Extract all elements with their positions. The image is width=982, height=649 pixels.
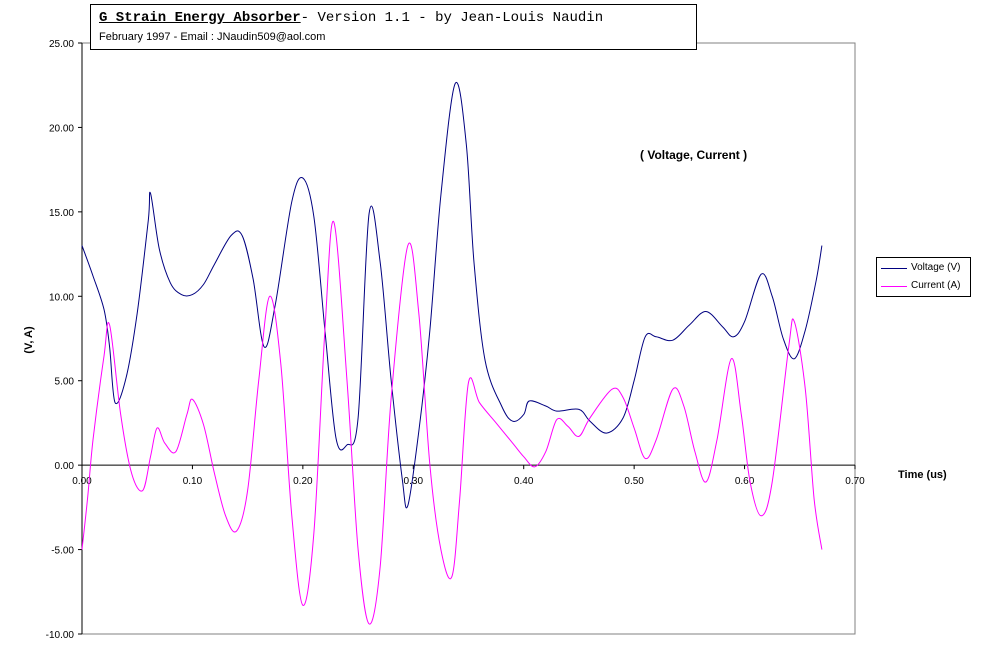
x-tick-label: 0.00 bbox=[72, 476, 92, 487]
x-tick-label: 0.20 bbox=[293, 476, 313, 487]
x-axis-label: Time (us) bbox=[898, 469, 947, 481]
legend-item-current: Current (A) bbox=[881, 280, 971, 294]
current-series-line bbox=[81, 220, 823, 625]
voltage-series-line bbox=[81, 81, 823, 509]
series-lines bbox=[81, 81, 823, 625]
plot-area-border bbox=[81, 42, 856, 635]
title-main: G Strain Energy Absorber bbox=[99, 10, 301, 26]
legend-label-voltage: Voltage (V) bbox=[911, 262, 961, 273]
y-tick-label: -10.00 bbox=[46, 630, 75, 641]
y-tick-label: 15.00 bbox=[49, 208, 74, 219]
legend-label-current: Current (A) bbox=[911, 280, 961, 291]
y-tick-label: -5.00 bbox=[51, 546, 74, 557]
y-tick-label: 25.00 bbox=[49, 39, 74, 50]
legend-item-voltage: Voltage (V) bbox=[881, 262, 971, 276]
chart-subtitle: February 1997 - Email : JNaudin509@aol.c… bbox=[99, 31, 326, 43]
chart-annotation: ( Voltage, Current ) bbox=[640, 148, 748, 162]
y-tick-label: 20.00 bbox=[49, 123, 74, 134]
x-tick-label: 0.70 bbox=[845, 476, 865, 487]
x-tick-label: 0.30 bbox=[404, 476, 424, 487]
x-tick-label: 0.10 bbox=[183, 476, 203, 487]
legend-swatch-current bbox=[881, 286, 907, 287]
y-tick-label: 5.00 bbox=[55, 377, 75, 388]
title-rest: - Version 1.1 - by Jean-Louis Naudin bbox=[300, 10, 604, 26]
x-tick-label: 0.40 bbox=[514, 476, 534, 487]
x-tick-label: 0.60 bbox=[735, 476, 755, 487]
legend: Voltage (V) Current (A) bbox=[876, 257, 971, 297]
chart-title: G Strain Energy Absorber- Version 1.1 - … bbox=[99, 10, 603, 26]
chart-title-box: G Strain Energy Absorber- Version 1.1 - … bbox=[90, 4, 697, 50]
x-tick-label: 0.50 bbox=[624, 476, 644, 487]
legend-swatch-voltage bbox=[881, 268, 907, 269]
y-tick-label: 10.00 bbox=[49, 292, 74, 303]
y-tick-label: 0.00 bbox=[55, 461, 75, 472]
y-axis-label: (V, A) bbox=[23, 326, 35, 354]
axes: 25.00 20.00 15.00 10.00 5.00 0.00 -5.00 -10.00 0… bbox=[46, 39, 866, 641]
